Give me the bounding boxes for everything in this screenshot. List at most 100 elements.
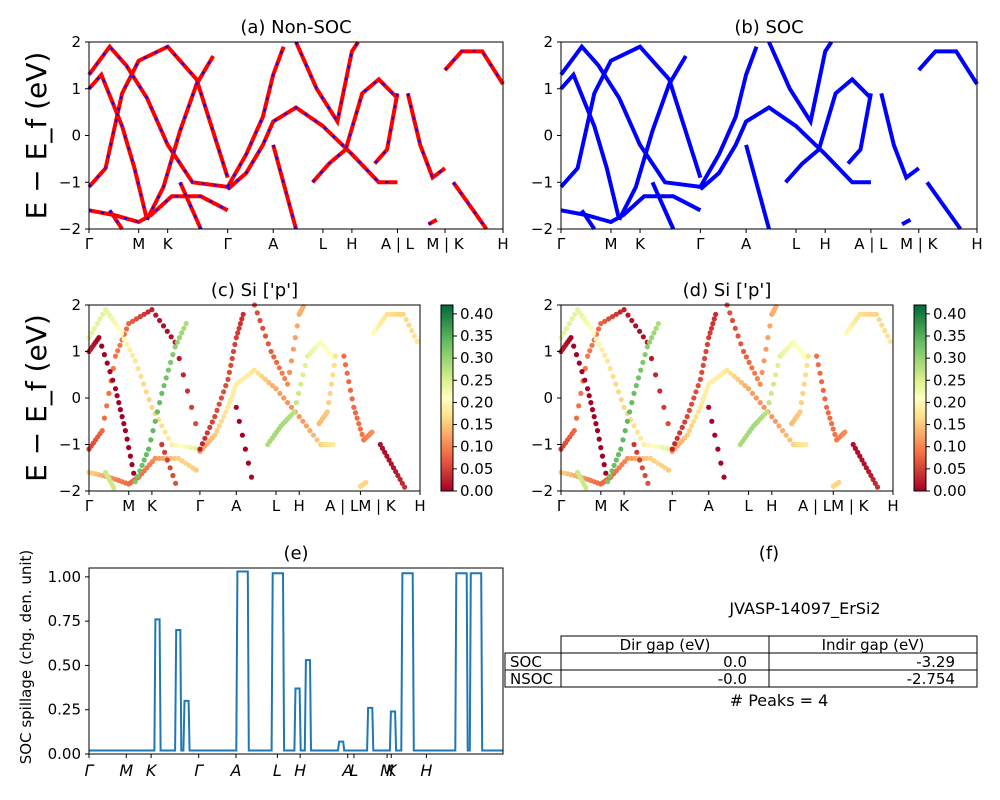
projection-point-d: [724, 367, 730, 373]
band-line-a: [108, 209, 124, 231]
projection-point-d: [651, 330, 657, 336]
colorbar-tick-label-d: 0.05: [933, 460, 966, 478]
projection-point-d: [738, 379, 745, 386]
table-cell-value: -2.754: [907, 670, 955, 688]
projection-point-d: [686, 428, 693, 434]
projection-point-d: [660, 445, 666, 451]
projection-point-d: [855, 449, 861, 455]
projection-point-c: [351, 404, 357, 410]
projection-point-d: [561, 330, 567, 336]
projection-point-d: [738, 341, 744, 347]
projection-point-c: [347, 387, 354, 393]
projection-point-c: [149, 404, 155, 410]
projection-point-c: [116, 400, 122, 406]
projection-point-d: [598, 445, 604, 451]
band-line-b: [917, 49, 979, 86]
projection-point-d: [644, 344, 650, 350]
projection-point-d: [628, 455, 634, 461]
projection-point-c: [117, 407, 123, 413]
projection-point-d: [637, 328, 643, 334]
projection-point-c: [112, 353, 119, 359]
colorbar-tick-label-c: 0.15: [460, 416, 493, 434]
projection-point-d: [742, 383, 748, 389]
projection-point-d: [832, 431, 838, 437]
projection-point-d: [637, 457, 643, 463]
projection-point-d: [613, 311, 619, 317]
projection-point-c: [296, 414, 302, 420]
projection-point-c: [116, 325, 122, 331]
projection-point-d: [706, 335, 712, 341]
y-tick-label-c: −2: [59, 482, 81, 500]
projection-point-c: [214, 407, 220, 413]
projection-point-c: [300, 418, 306, 424]
x-tick-label-e: A: [229, 761, 241, 780]
projection-point-c: [170, 352, 176, 358]
projection-point-c: [197, 446, 203, 452]
projection-point-d: [618, 446, 624, 452]
projection-point-c: [165, 367, 171, 373]
band-line-b: [784, 76, 873, 184]
projection-point-c: [354, 415, 360, 421]
projection-point-d: [700, 362, 706, 368]
projection-point-d: [697, 376, 704, 382]
x-tick-label-c: M: [122, 497, 135, 515]
projection-point-d: [568, 335, 574, 341]
y-axis-label-a: E − E_f (eV): [20, 52, 53, 220]
colorbar-tick-label-d: 0.20: [933, 393, 966, 411]
projection-point-c: [314, 437, 320, 443]
projection-point-c: [386, 457, 392, 463]
projection-point-c: [117, 342, 123, 348]
projection-point-c: [254, 310, 260, 316]
x-tick-label-d: H: [887, 497, 898, 515]
projection-point-c: [165, 435, 171, 441]
projection-point-d: [761, 404, 767, 410]
projection-point-c: [363, 479, 369, 486]
projection-point-d: [766, 400, 772, 406]
projection-point-c: [172, 344, 178, 350]
projection-point-c: [193, 467, 199, 473]
projection-point-d: [772, 418, 779, 424]
projection-point-d: [604, 358, 611, 364]
projection-point-c: [192, 445, 198, 451]
projection-point-c: [255, 370, 261, 376]
projection-point-c: [209, 419, 215, 425]
projection-point-c: [298, 381, 304, 387]
projection-point-c: [333, 353, 339, 359]
projection-point-d: [653, 325, 659, 331]
projection-point-d: [624, 455, 631, 461]
projection-point-d: [582, 377, 588, 383]
projection-point-c: [240, 311, 246, 317]
projection-point-c: [406, 322, 412, 328]
projection-point-d: [707, 330, 713, 336]
colorbar-tick-label-d: 0.40: [933, 305, 966, 323]
x-tick-label-d: M: [594, 497, 607, 515]
projection-point-c: [296, 390, 302, 396]
projection-point-d: [703, 389, 709, 395]
projection-point-d: [764, 409, 770, 415]
projection-point-d: [879, 322, 885, 328]
x-tick-label-a: H: [497, 235, 508, 253]
plot-frame-b: [560, 41, 978, 230]
projection-point-c: [114, 393, 120, 399]
projection-point-c: [162, 429, 168, 435]
band-line-b: [767, 40, 834, 127]
projection-point-d: [602, 352, 608, 358]
projection-point-d: [622, 428, 628, 434]
table-footnote: # Peaks = 4: [730, 691, 829, 710]
projection-point-d: [635, 375, 642, 381]
projection-point-d: [609, 314, 616, 320]
band-line-a: [405, 92, 447, 181]
projection-point-c: [167, 465, 173, 471]
projection-point-c: [331, 362, 337, 368]
x-tick-label-a: Γ: [85, 235, 94, 253]
projection-point-d: [767, 323, 773, 329]
projection-point-c: [266, 379, 272, 386]
projection-point-c: [279, 370, 285, 376]
x-tick-label-c: A | LM | K: [325, 497, 397, 515]
x-tick-label-c: K: [147, 497, 158, 515]
projection-point-c: [181, 325, 187, 331]
projection-point-c: [221, 414, 227, 420]
projection-point-d: [655, 444, 661, 450]
projection-point-d: [645, 480, 651, 486]
projection-point-c: [104, 403, 110, 409]
